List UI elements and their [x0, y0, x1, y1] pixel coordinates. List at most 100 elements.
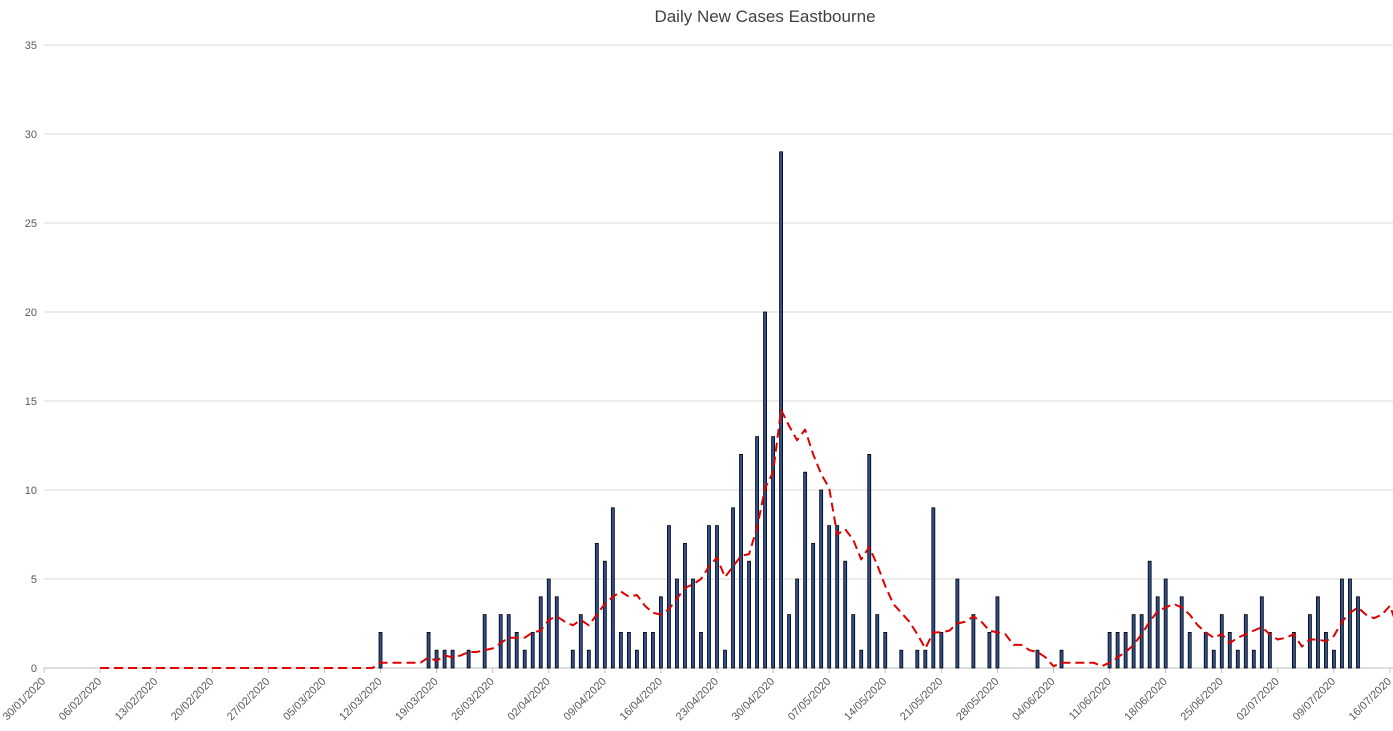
- y-tick-label: 35: [25, 40, 37, 52]
- data-bar: [1332, 649, 1336, 669]
- data-bar: [450, 649, 455, 669]
- data-bar: [594, 543, 599, 669]
- data-bar: [667, 525, 671, 669]
- x-tick-label: 20/02/2020: [169, 676, 216, 723]
- data-bar: [1155, 596, 1160, 669]
- data-bar: [442, 649, 447, 669]
- x-tick-label: 16/04/2020: [618, 676, 665, 723]
- data-bar: [626, 632, 631, 669]
- data-bar: [1035, 649, 1040, 669]
- x-tick-label: 21/05/2020: [898, 676, 945, 723]
- data-bar: [915, 649, 920, 669]
- data-bar: [755, 436, 759, 669]
- data-bar: [971, 614, 976, 669]
- data-bar: [1219, 614, 1224, 669]
- data-bar: [1139, 614, 1144, 669]
- data-bar: [803, 471, 808, 669]
- data-bar: [699, 632, 703, 669]
- x-tick-label: 19/03/2020: [393, 676, 440, 723]
- data-bar: [1235, 649, 1240, 669]
- data-bar: [530, 632, 535, 669]
- x-tick-label: 06/02/2020: [57, 676, 104, 723]
- data-bar: [715, 525, 719, 669]
- data-bar: [731, 507, 735, 669]
- data-bar: [1243, 614, 1248, 669]
- y-tick-label: 25: [25, 218, 37, 230]
- data-bar: [739, 453, 743, 669]
- data-bar: [1179, 596, 1184, 669]
- chart-title: Daily New Cases Eastbourne: [654, 7, 876, 26]
- data-bar: [867, 453, 872, 669]
- x-tick-label: 30/01/2020: [1, 676, 48, 723]
- data-bar: [1115, 632, 1120, 669]
- data-bar: [1203, 632, 1208, 669]
- x-tick-label: 14/05/2020: [842, 676, 889, 723]
- data-bar: [506, 614, 511, 669]
- data-bar: [378, 632, 383, 669]
- x-tick-label: 13/02/2020: [113, 676, 160, 723]
- data-bar: [522, 649, 527, 669]
- data-bar: [875, 614, 880, 669]
- data-bar: [1131, 614, 1136, 669]
- x-tick-label: 12/03/2020: [337, 676, 384, 723]
- x-tick-label: 07/05/2020: [786, 676, 833, 723]
- data-bar: [1147, 560, 1152, 669]
- data-bar: [1356, 596, 1360, 669]
- x-tick-label: 26/03/2020: [449, 676, 496, 723]
- y-tick-label: 15: [25, 396, 37, 408]
- data-bar: [675, 578, 679, 669]
- data-bar: [1348, 578, 1352, 669]
- x-tick-label: 30/04/2020: [730, 676, 777, 723]
- data-bar: [643, 632, 647, 669]
- data-bar: [683, 543, 687, 669]
- data-bar: [578, 614, 583, 669]
- y-tick-label: 20: [25, 307, 37, 319]
- data-bar: [899, 649, 904, 669]
- data-bar: [931, 507, 936, 669]
- data-bar: [466, 649, 471, 669]
- x-tick-label: 09/04/2020: [562, 676, 609, 723]
- x-tick-label: 02/07/2020: [1235, 676, 1282, 723]
- data-bar: [923, 649, 928, 669]
- x-tick-label: 05/03/2020: [281, 676, 328, 723]
- y-tick-label: 0: [31, 663, 37, 675]
- data-bar: [546, 578, 551, 669]
- data-bar: [723, 649, 727, 669]
- x-tick-label: 11/06/2020: [1067, 676, 1114, 723]
- data-bar: [514, 632, 519, 669]
- data-bar: [819, 489, 824, 669]
- x-tick-label: 27/02/2020: [225, 676, 272, 723]
- data-bar: [787, 614, 792, 669]
- x-tick-label: 02/04/2020: [505, 676, 552, 723]
- data-bar: [651, 632, 655, 669]
- data-bar: [482, 614, 487, 669]
- trend-line: [100, 408, 1393, 669]
- data-bar: [795, 578, 800, 669]
- data-bar: [610, 507, 615, 669]
- data-bar: [426, 632, 431, 669]
- data-bar: [1107, 632, 1112, 669]
- data-bar: [1291, 632, 1296, 669]
- data-bar: [771, 436, 775, 669]
- x-tick-label: 16/07/2020: [1347, 676, 1393, 723]
- data-bar: [634, 649, 639, 669]
- data-bar: [835, 525, 840, 669]
- data-bar: [538, 596, 543, 669]
- data-bar: [883, 632, 888, 669]
- y-tick-label: 30: [25, 129, 37, 141]
- data-bar: [1211, 649, 1216, 669]
- data-bar: [1259, 596, 1264, 669]
- data-bar: [987, 632, 992, 669]
- data-bar: [843, 560, 848, 669]
- data-bar: [1267, 632, 1272, 669]
- data-bar: [827, 525, 832, 669]
- x-tick-label: 25/06/2020: [1178, 676, 1225, 723]
- data-bar: [1227, 632, 1232, 669]
- data-bar: [1324, 632, 1328, 669]
- x-tick-label: 18/06/2020: [1122, 676, 1169, 723]
- data-bar: [1163, 578, 1168, 669]
- x-tick-label: 23/04/2020: [674, 676, 721, 723]
- x-tick-label: 04/06/2020: [1010, 676, 1057, 723]
- data-bar: [1316, 596, 1320, 669]
